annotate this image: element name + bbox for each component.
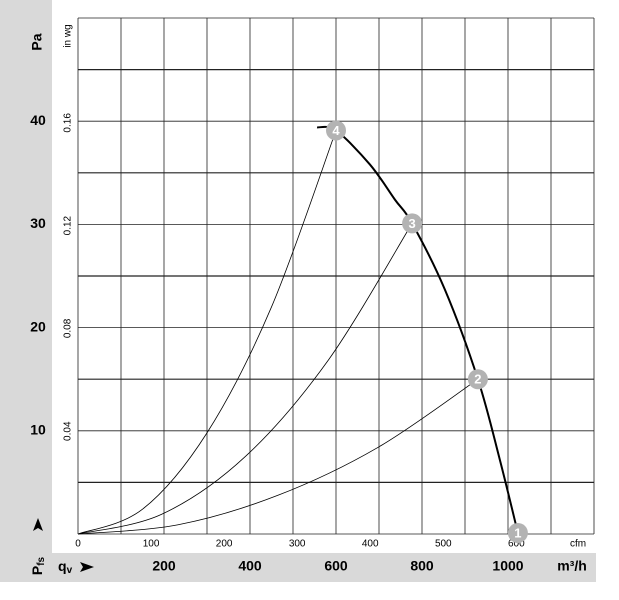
y-unit: Pa (29, 33, 45, 50)
left-band (0, 0, 52, 582)
y2-tick-label: 0.12 (63, 215, 74, 235)
x2-unit: cfm (570, 539, 586, 550)
y-tick-label: 40 (30, 112, 46, 128)
y2-tick-label: 0.08 (63, 318, 74, 338)
x-tick-label: 400 (238, 558, 262, 574)
system-curve (77, 223, 413, 535)
x-unit: m³/h (557, 558, 587, 574)
x-tick-label: 600 (324, 558, 348, 574)
operating-point-label: 2 (474, 372, 481, 387)
x-tick-label: 800 (410, 558, 434, 574)
x2-tick-label: 600 (508, 539, 525, 550)
x2-tick-label: 500 (435, 539, 452, 550)
system-curve (77, 130, 337, 535)
x2-tick-label: 0 (75, 539, 81, 550)
system-curve (77, 378, 479, 535)
y-label-main: P (29, 566, 45, 575)
x2-tick-label: 400 (362, 539, 379, 550)
x-label-main: q (58, 558, 67, 574)
x-label-sub: v (67, 565, 73, 576)
x2-tick-label: 200 (216, 539, 233, 550)
x2-tick-label: 300 (289, 539, 306, 550)
x-arrow (80, 562, 94, 572)
x-label: qv (58, 558, 73, 576)
fan-curve (316, 125, 519, 534)
operating-point (326, 120, 346, 141)
bottom-band (0, 553, 596, 582)
y2-tick-label: 0.04 (63, 421, 74, 441)
operating-point (402, 213, 423, 234)
y2-tick-label: 0.16 (63, 113, 74, 133)
operating-point (467, 369, 488, 390)
y2-unit: in wg (63, 24, 74, 47)
x-tick-label: 1000 (492, 558, 523, 574)
operating-point (507, 522, 528, 543)
y-tick-label: 30 (30, 215, 46, 231)
y-tick-label: 10 (30, 422, 46, 438)
operating-point-label: 1 (514, 525, 521, 540)
operating-point-label: 3 (408, 216, 415, 231)
y-label: Pfs (29, 556, 47, 575)
y-arrow (33, 518, 43, 531)
operating-point-label: 4 (332, 123, 340, 138)
y-label-sub: fs (36, 556, 47, 565)
y-tick-label: 20 (30, 318, 46, 334)
x2-tick-label: 100 (143, 539, 160, 550)
x-tick-label: 200 (152, 558, 176, 574)
